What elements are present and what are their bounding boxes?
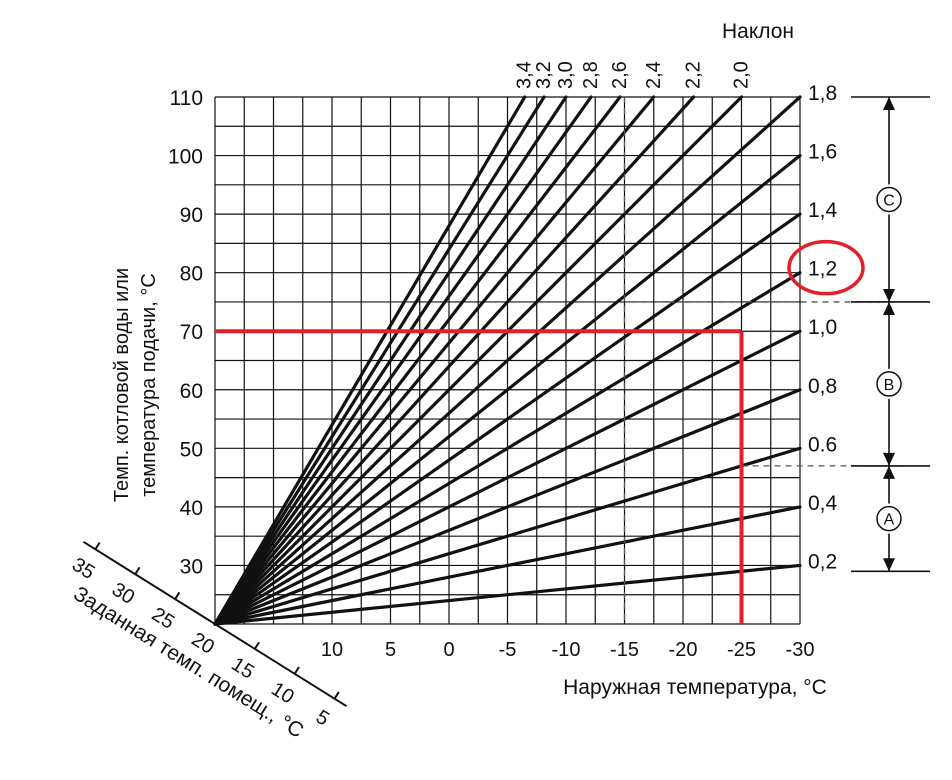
curve-2,0 [213,95,744,626]
range-label: C [883,192,895,209]
highlight-lines [215,329,744,624]
y-axis: 110 100 90 80 70 60 50 40 30 [168,87,203,578]
slope-curves [213,95,802,626]
slope-label-top: 3,0 [555,61,577,89]
range-brackets: C B A [851,96,930,573]
curve-2,8 [213,95,593,626]
curve-1,8 [213,95,802,626]
y-tick-label: 30 [180,555,203,578]
highlight-circle [787,239,865,296]
range-circle [876,371,902,397]
y-tick-label: 40 [180,497,203,520]
y-tick-label: 80 [180,263,203,286]
y-tick-label: 100 [168,146,203,169]
x-tick-label: -20 [669,639,698,661]
y-tick-label: 90 [180,204,203,227]
curve-1,0 [213,329,802,626]
slope-header: Наклон [722,20,794,43]
x-axis: 10 5 0 -5 -10 -15 -20 -25 -30 [321,639,815,661]
range-arrowhead [883,465,895,479]
slope-label-top: 3,4 [514,61,536,89]
x-tick-label: -30 [786,639,815,661]
slope-label-right: 0.6 [808,433,837,456]
y-tick-label: 60 [180,380,203,403]
curve-3,4 [213,95,527,626]
slope-label-right: 1,2 [808,258,837,281]
slope-labels: 3,43,2 3,0 2,8 2,6 2,4 2,2 2,0 1,8 1,6 1,4 1,2 1,0 0… [514,61,865,573]
range-arrowhead [883,452,895,466]
slope-label-top: 2,0 [731,61,753,89]
curve-3,0 [213,95,568,626]
x-tick-label: -5 [499,639,517,661]
room-axis-tick [293,666,300,675]
slope-label-right: 0,8 [808,375,837,398]
slope-label-top: 2,2 [683,61,705,89]
slope-label-top: 2,8 [580,61,602,89]
room-tick-label: 5 [312,706,333,731]
slope-label-top: 2,4 [643,61,665,89]
curve-0,8 [213,388,802,626]
x-tick-label: 10 [321,639,343,661]
range-circle [876,505,902,532]
curve-0,2 [213,563,802,626]
range-arrowhead [883,301,895,315]
curve-3,2 [213,95,546,626]
range-arrowhead [883,558,895,572]
range-arrowhead [883,288,895,302]
y-tick-label: 50 [180,438,203,461]
room-axis-tick [94,541,101,550]
curve-0,4 [213,505,802,626]
curve-2,2 [213,95,696,626]
room-axis-tick [214,616,221,625]
curve-2,4 [213,95,656,626]
curve-0.6 [213,446,802,626]
x-axis-title: Наружная температура, °C [563,676,827,699]
slope-label-right: 1,6 [808,141,837,164]
room-axis-tick [174,591,181,600]
room-axis-tick [254,641,260,650]
curve-1,6 [213,153,802,626]
slope-label-top: 2,6 [609,61,631,89]
x-tick-label: -10 [552,639,581,661]
curve-2,6 [213,95,622,626]
curve-1,4 [213,212,802,626]
room-tick-label: 35 [68,554,99,584]
y-axis-title-line2: температура подачи, °C [138,273,160,497]
y-tick-label: 70 [180,321,203,344]
slope-label-right: 1,4 [808,199,838,222]
x-tick-label: 0 [443,639,454,661]
slope-label-right: 1,8 [808,82,837,105]
range-circle [876,186,902,213]
y-tick-label: 110 [170,87,203,110]
room-axis-tick [134,566,141,575]
x-tick-label: -15 [610,639,639,661]
slope-label-right: 1,0 [808,316,837,339]
room-axis-tick [333,691,340,700]
range-arrowhead [883,97,895,110]
slope-label-top: 3,2 [533,61,555,89]
slope-label-right: 0,4 [808,492,838,515]
x-tick-label: 5 [385,639,396,661]
slope-label-right: 0,2 [808,550,837,573]
y-axis-title-line1: Темп. котловой воды или [111,268,133,502]
range-label: A [884,512,895,529]
range-label: B [884,377,895,394]
x-tick-label: -25 [727,639,756,661]
